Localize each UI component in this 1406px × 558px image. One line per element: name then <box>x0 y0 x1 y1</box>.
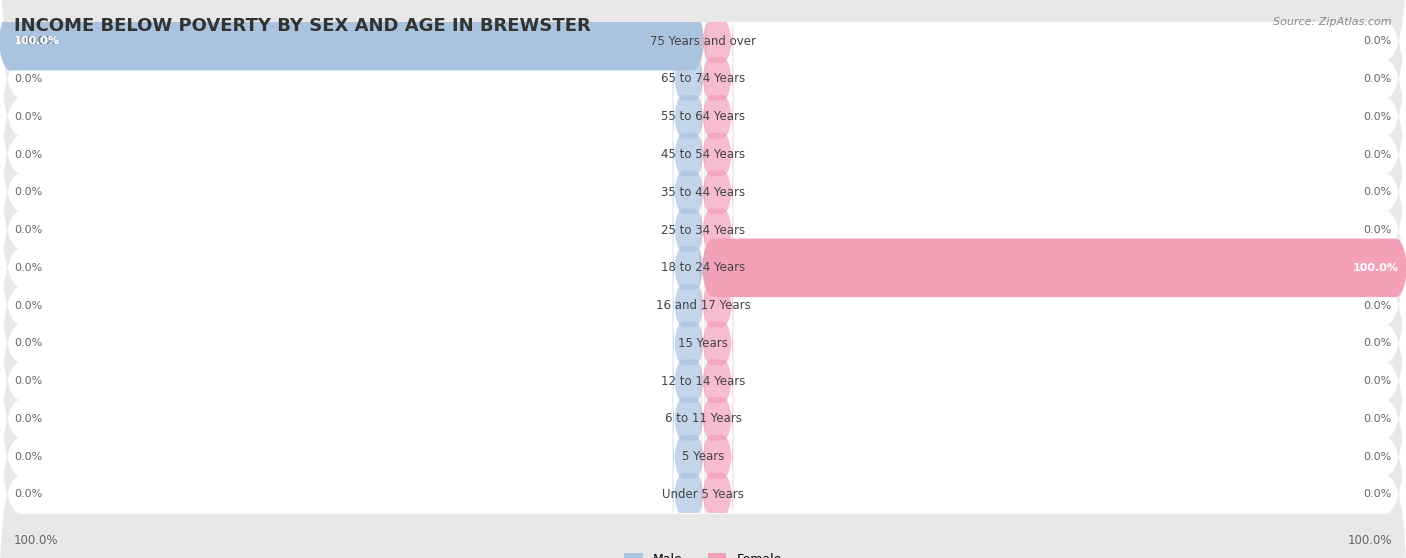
Text: 15 Years: 15 Years <box>678 337 728 350</box>
Text: 0.0%: 0.0% <box>14 452 42 461</box>
Text: 0.0%: 0.0% <box>14 263 42 273</box>
Text: 6 to 11 Years: 6 to 11 Years <box>665 412 741 425</box>
FancyBboxPatch shape <box>700 309 734 378</box>
Text: 100.0%: 100.0% <box>1353 263 1399 273</box>
Text: 0.0%: 0.0% <box>1364 225 1392 235</box>
Text: 0.0%: 0.0% <box>14 187 42 198</box>
FancyBboxPatch shape <box>0 136 1406 324</box>
FancyBboxPatch shape <box>672 422 706 492</box>
FancyBboxPatch shape <box>0 249 1406 437</box>
Text: 0.0%: 0.0% <box>14 376 42 386</box>
FancyBboxPatch shape <box>672 233 706 303</box>
FancyBboxPatch shape <box>700 422 734 492</box>
FancyBboxPatch shape <box>700 44 734 114</box>
Text: 16 and 17 Years: 16 and 17 Years <box>655 299 751 312</box>
FancyBboxPatch shape <box>700 384 734 454</box>
FancyBboxPatch shape <box>672 384 706 454</box>
Text: 0.0%: 0.0% <box>14 150 42 160</box>
Text: 0.0%: 0.0% <box>14 338 42 348</box>
Text: 5 Years: 5 Years <box>682 450 724 463</box>
FancyBboxPatch shape <box>0 363 1406 551</box>
FancyBboxPatch shape <box>672 271 706 340</box>
FancyBboxPatch shape <box>700 6 734 76</box>
FancyBboxPatch shape <box>0 401 1406 558</box>
FancyBboxPatch shape <box>672 460 706 530</box>
FancyBboxPatch shape <box>700 460 734 530</box>
FancyBboxPatch shape <box>0 211 1406 400</box>
Text: 75 Years and over: 75 Years and over <box>650 35 756 47</box>
Text: 0.0%: 0.0% <box>1364 74 1392 84</box>
Text: 35 to 44 Years: 35 to 44 Years <box>661 186 745 199</box>
Text: 65 to 74 Years: 65 to 74 Years <box>661 73 745 85</box>
FancyBboxPatch shape <box>672 195 706 265</box>
Text: 0.0%: 0.0% <box>14 489 42 499</box>
Text: 45 to 54 Years: 45 to 54 Years <box>661 148 745 161</box>
Text: 100.0%: 100.0% <box>14 534 59 547</box>
FancyBboxPatch shape <box>700 82 734 152</box>
FancyBboxPatch shape <box>672 44 706 114</box>
Text: 0.0%: 0.0% <box>1364 36 1392 46</box>
Text: 0.0%: 0.0% <box>14 74 42 84</box>
Text: 0.0%: 0.0% <box>1364 414 1392 424</box>
Text: 0.0%: 0.0% <box>1364 452 1392 461</box>
Text: 100.0%: 100.0% <box>14 36 60 46</box>
Text: 0.0%: 0.0% <box>1364 112 1392 122</box>
Text: 0.0%: 0.0% <box>1364 489 1392 499</box>
FancyBboxPatch shape <box>700 195 734 265</box>
Text: 0.0%: 0.0% <box>1364 187 1392 198</box>
FancyBboxPatch shape <box>672 82 706 152</box>
Text: 0.0%: 0.0% <box>1364 338 1392 348</box>
Text: 0.0%: 0.0% <box>14 225 42 235</box>
FancyBboxPatch shape <box>700 271 734 340</box>
FancyBboxPatch shape <box>0 0 707 88</box>
FancyBboxPatch shape <box>0 0 1406 135</box>
FancyBboxPatch shape <box>0 287 1406 475</box>
FancyBboxPatch shape <box>0 174 1406 362</box>
FancyBboxPatch shape <box>0 60 1406 248</box>
Text: 12 to 14 Years: 12 to 14 Years <box>661 374 745 388</box>
Text: Source: ZipAtlas.com: Source: ZipAtlas.com <box>1274 17 1392 27</box>
Text: 100.0%: 100.0% <box>14 36 56 46</box>
FancyBboxPatch shape <box>672 309 706 378</box>
FancyBboxPatch shape <box>672 157 706 227</box>
FancyBboxPatch shape <box>700 157 734 227</box>
FancyBboxPatch shape <box>672 346 706 416</box>
Text: 18 to 24 Years: 18 to 24 Years <box>661 261 745 275</box>
Text: 0.0%: 0.0% <box>14 414 42 424</box>
Text: Under 5 Years: Under 5 Years <box>662 488 744 501</box>
Text: 0.0%: 0.0% <box>1364 301 1392 311</box>
Text: 0.0%: 0.0% <box>14 301 42 311</box>
Text: INCOME BELOW POVERTY BY SEX AND AGE IN BREWSTER: INCOME BELOW POVERTY BY SEX AND AGE IN B… <box>14 17 591 35</box>
FancyBboxPatch shape <box>700 346 734 416</box>
FancyBboxPatch shape <box>700 222 1406 314</box>
FancyBboxPatch shape <box>672 119 706 190</box>
FancyBboxPatch shape <box>0 325 1406 513</box>
Text: 100.0%: 100.0% <box>1347 534 1392 547</box>
Text: 0.0%: 0.0% <box>1364 376 1392 386</box>
FancyBboxPatch shape <box>0 0 1406 173</box>
FancyBboxPatch shape <box>0 23 1406 211</box>
Text: 0.0%: 0.0% <box>14 112 42 122</box>
Text: 55 to 64 Years: 55 to 64 Years <box>661 110 745 123</box>
FancyBboxPatch shape <box>0 98 1406 286</box>
FancyBboxPatch shape <box>700 119 734 190</box>
Legend: Male, Female: Male, Female <box>619 548 787 558</box>
Text: 0.0%: 0.0% <box>1364 150 1392 160</box>
Text: 25 to 34 Years: 25 to 34 Years <box>661 224 745 237</box>
